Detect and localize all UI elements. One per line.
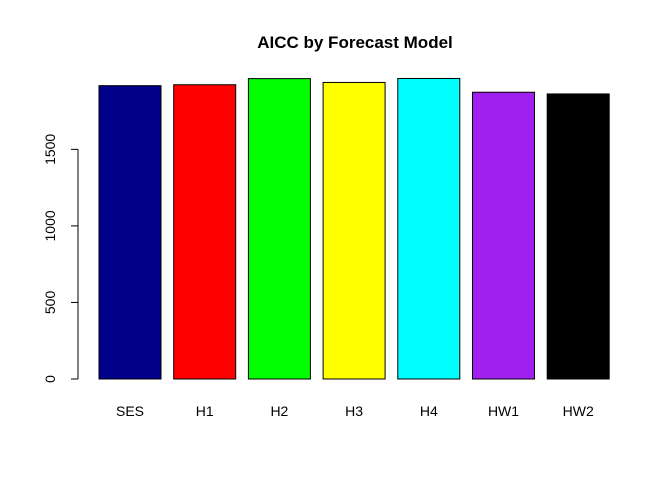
bar-h3 (322, 81, 386, 380)
x-tick-label: H4 (420, 403, 438, 419)
bars (98, 77, 610, 380)
y-tick-label: 1500 (42, 134, 58, 165)
x-tick-label: H2 (270, 403, 288, 419)
x-tick-label: HW2 (563, 403, 594, 419)
x-tick-label: HW1 (488, 403, 519, 419)
x-tick-label: H3 (345, 403, 363, 419)
y-tick-label: 0 (42, 375, 58, 383)
y-tick-label: 1000 (42, 210, 58, 241)
bar-h4 (397, 77, 461, 380)
x-axis-labels: SES H1 H2 H3 H4 HW1 HW2 (116, 403, 594, 419)
bar-hw2 (546, 93, 610, 380)
chart-title: AICC by Forecast Model (257, 33, 453, 52)
bar-h2 (247, 78, 311, 380)
bar-h1 (173, 84, 237, 380)
x-tick-label: SES (116, 403, 144, 419)
bar-hw1 (472, 91, 535, 380)
bar-ses (98, 85, 162, 380)
y-tick-label: 500 (42, 291, 58, 315)
y-axis: 0 500 1000 1500 (42, 134, 79, 383)
x-tick-label: H1 (196, 403, 214, 419)
